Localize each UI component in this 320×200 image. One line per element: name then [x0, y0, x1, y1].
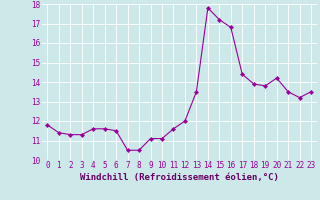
X-axis label: Windchill (Refroidissement éolien,°C): Windchill (Refroidissement éolien,°C): [80, 173, 279, 182]
